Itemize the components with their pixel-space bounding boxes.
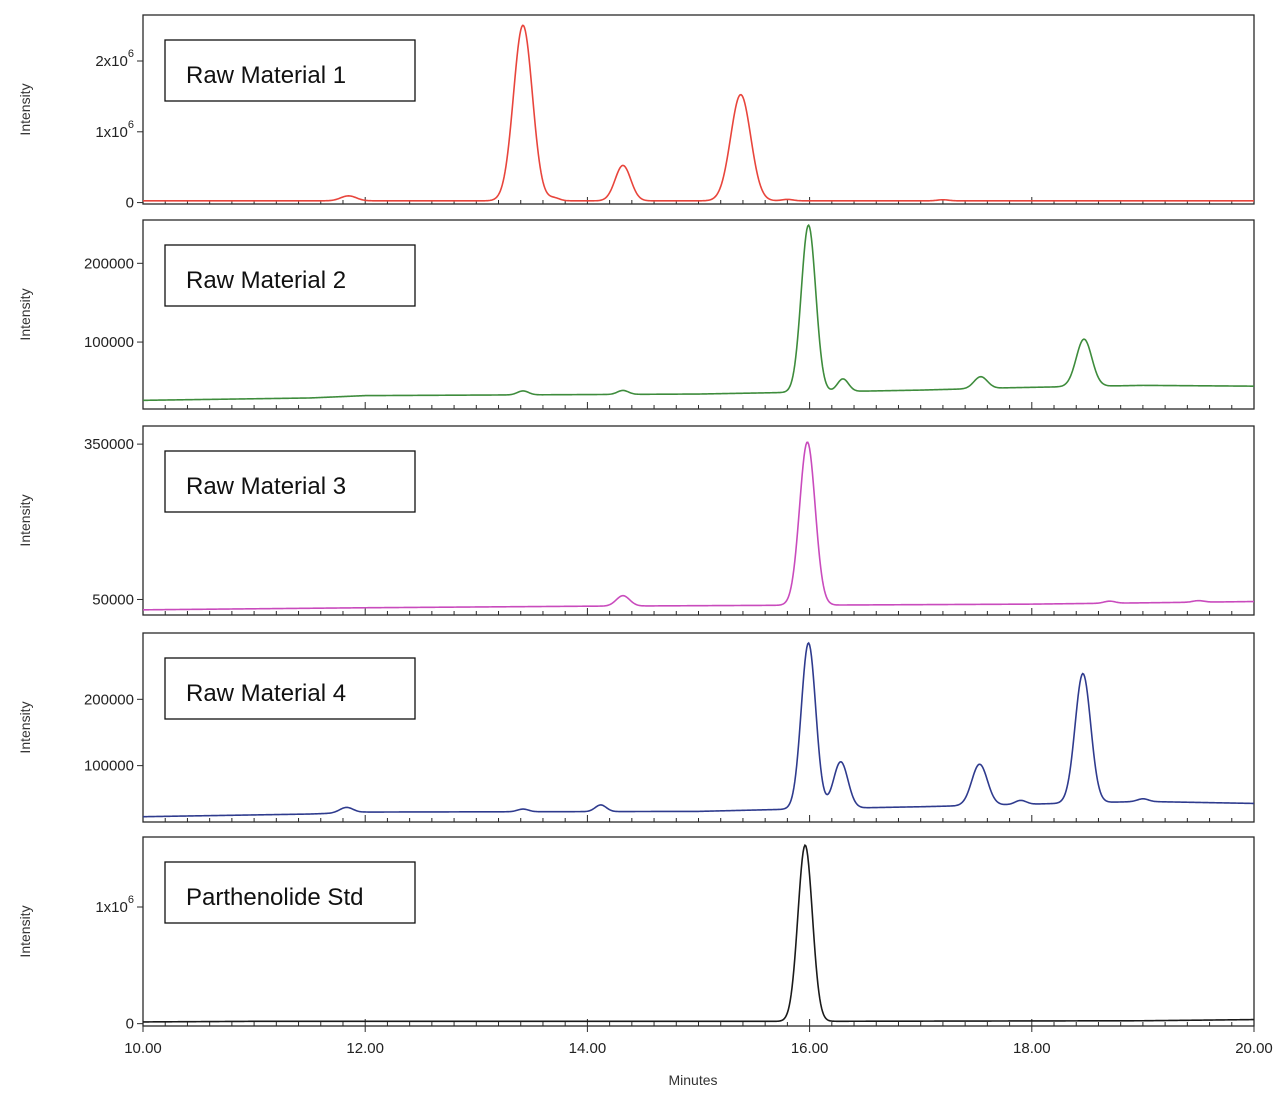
series-label: Raw Material 3: [186, 473, 346, 500]
y-tick-label: 200000: [84, 691, 134, 708]
series-label-box: [164, 450, 416, 513]
y-tick-label: 200000: [84, 255, 134, 272]
y-tick-exponent: 6: [128, 119, 134, 131]
y-tick-label-base: 1x10: [95, 899, 128, 916]
series-line: [143, 24, 1254, 202]
series-line: [142, 843, 1255, 1023]
y-tick-label: 1x106: [95, 119, 134, 141]
chromatogram-panel: 50000 350000 Intensity Raw Material 3: [17, 425, 1255, 616]
y-axis-label: Intensity: [17, 701, 33, 753]
y-tick-exponent: 6: [128, 48, 134, 60]
y-tick-label: 50000: [92, 591, 134, 608]
y-tick-label: 1x106: [95, 894, 134, 916]
x-axis-label: Minutes: [668, 1072, 717, 1088]
series-label-box: [164, 657, 416, 720]
x-tick-label: 10.00: [124, 1040, 162, 1057]
y-axis-label: Intensity: [17, 288, 33, 340]
chromatogram-panel: 100000 200000 Intensity Raw Material 2: [17, 219, 1255, 410]
series-label: Raw Material 1: [186, 62, 346, 89]
y-axis-label: Intensity: [17, 83, 33, 135]
y-axis-label: Intensity: [17, 494, 33, 546]
y-tick-exponent: 6: [128, 894, 134, 906]
series-label: Raw Material 4: [186, 680, 346, 707]
series-line: [142, 441, 1255, 611]
chromatogram-panel: 0 1x106 Intensity Parthenolide Std: [17, 836, 1255, 1033]
y-tick-label-base: 1x10: [95, 124, 128, 141]
x-tick-label: 12.00: [346, 1040, 384, 1057]
y-tick-label-base: 2x10: [95, 53, 128, 70]
series-label-box: [164, 244, 416, 307]
series-label: Parthenolide Std: [186, 884, 363, 911]
x-tick-label: 16.00: [791, 1040, 829, 1057]
x-tick-label: 20.00: [1235, 1040, 1273, 1057]
chromatogram-panel: 100000 200000 Intensity Raw Material 4: [17, 632, 1255, 823]
series-label: Raw Material 2: [186, 267, 346, 294]
y-tick-label: 100000: [84, 758, 134, 775]
y-tick-label: 2x106: [95, 48, 134, 70]
y-tick-label: 0: [126, 195, 134, 212]
series-label-box: [164, 861, 416, 924]
y-tick-label: 350000: [84, 436, 134, 453]
series-line: [142, 223, 1254, 402]
series-label-box: [164, 39, 416, 102]
x-tick-label: 18.00: [1013, 1040, 1051, 1057]
series-line: [142, 641, 1255, 818]
y-tick-label: 0: [126, 1016, 134, 1033]
y-axis-label: Intensity: [17, 905, 33, 957]
x-tick-label: 14.00: [569, 1040, 607, 1057]
y-tick-label: 100000: [84, 334, 134, 351]
